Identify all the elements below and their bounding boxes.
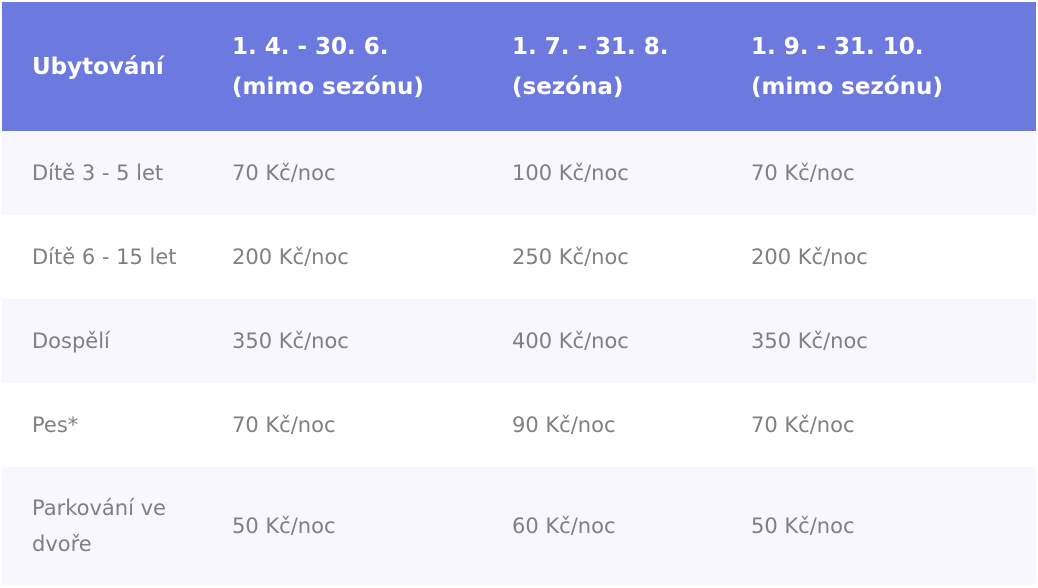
- price-cell: 100 Kč/noc: [512, 161, 629, 185]
- header-period-spring-dates: 1. 4. - 30. 6.: [232, 33, 389, 60]
- table-row: Parkování ve dvoře 50 Kč/noc 60 Kč/noc 5…: [2, 467, 1036, 585]
- table-row: Dospělí 350 Kč/noc 400 Kč/noc 350 Kč/noc: [2, 299, 1036, 383]
- price-cell: 350 Kč/noc: [751, 329, 868, 353]
- price-cell: 250 Kč/noc: [512, 245, 629, 269]
- price-cell: 50 Kč/noc: [232, 514, 336, 538]
- header-period-autumn-note: (mimo sezónu): [751, 73, 943, 100]
- header-period-summer: 1. 7. - 31. 8. (sezóna): [512, 2, 751, 131]
- header-period-autumn-dates: 1. 9. - 31. 10.: [751, 33, 924, 60]
- row-label: Pes*: [32, 413, 79, 437]
- row-label: Dítě 6 - 15 let: [32, 245, 177, 269]
- header-period-autumn: 1. 9. - 31. 10. (mimo sezónu): [751, 2, 1036, 131]
- table-header: Ubytování 1. 4. - 30. 6. (mimo sezónu) 1…: [2, 2, 1036, 131]
- price-cell: 200 Kč/noc: [751, 245, 868, 269]
- table-row: Pes* 70 Kč/noc 90 Kč/noc 70 Kč/noc: [2, 383, 1036, 467]
- price-cell: 70 Kč/noc: [232, 161, 336, 185]
- header-row: Ubytování 1. 4. - 30. 6. (mimo sezónu) 1…: [2, 2, 1036, 131]
- header-period-summer-dates: 1. 7. - 31. 8.: [512, 33, 669, 60]
- price-cell: 350 Kč/noc: [232, 329, 349, 353]
- row-label: Parkování ve dvoře: [32, 496, 166, 556]
- price-cell: 70 Kč/noc: [751, 413, 855, 437]
- table-body: Dítě 3 - 5 let 70 Kč/noc 100 Kč/noc 70 K…: [2, 131, 1036, 585]
- table-row: Dítě 3 - 5 let 70 Kč/noc 100 Kč/noc 70 K…: [2, 131, 1036, 215]
- price-cell: 60 Kč/noc: [512, 514, 616, 538]
- header-period-spring-note: (mimo sezónu): [232, 73, 424, 100]
- header-period-summer-note: (sezóna): [512, 73, 624, 100]
- header-period-spring: 1. 4. - 30. 6. (mimo sezónu): [232, 2, 512, 131]
- price-cell: 400 Kč/noc: [512, 329, 629, 353]
- price-cell: 50 Kč/noc: [751, 514, 855, 538]
- table-row: Dítě 6 - 15 let 200 Kč/noc 250 Kč/noc 20…: [2, 215, 1036, 299]
- row-label: Dítě 3 - 5 let: [32, 161, 164, 185]
- header-accommodation: Ubytování: [2, 2, 232, 131]
- price-cell: 70 Kč/noc: [751, 161, 855, 185]
- price-cell: 200 Kč/noc: [232, 245, 349, 269]
- price-cell: 70 Kč/noc: [232, 413, 336, 437]
- header-accommodation-label: Ubytování: [32, 53, 164, 80]
- row-label: Dospělí: [32, 329, 110, 353]
- price-cell: 90 Kč/noc: [512, 413, 616, 437]
